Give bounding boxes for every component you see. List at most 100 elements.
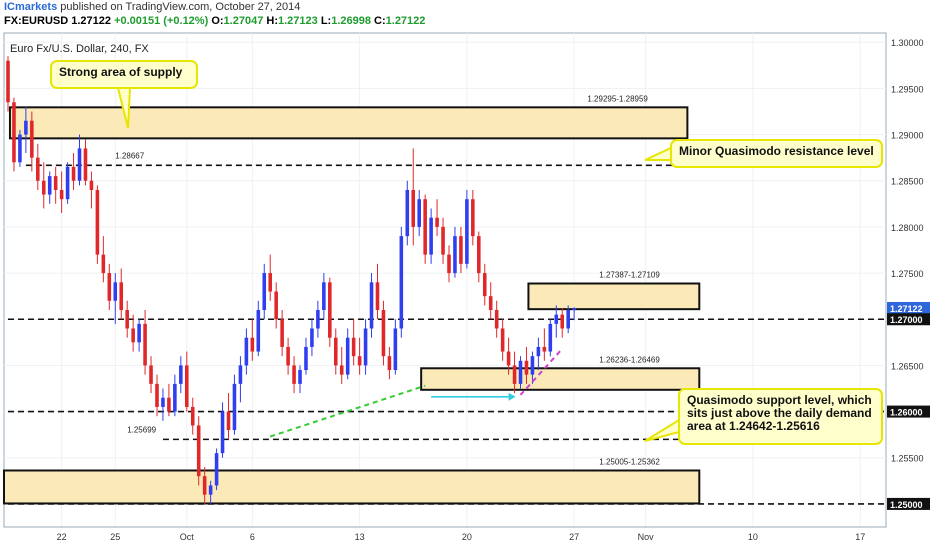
- candle-body[interactable]: [465, 199, 469, 264]
- candle-body[interactable]: [83, 148, 88, 181]
- callout-quasimodo-resistance[interactable]: Minor Quasimodo resistance level: [644, 139, 883, 168]
- candle-body[interactable]: [161, 397, 165, 407]
- candle-body[interactable]: [226, 411, 231, 431]
- candle-body[interactable]: [47, 176, 52, 195]
- candle-body[interactable]: [268, 273, 273, 292]
- candle-body[interactable]: [244, 337, 249, 366]
- candle-body[interactable]: [256, 310, 261, 352]
- candle-body[interactable]: [53, 176, 58, 190]
- candle-body[interactable]: [292, 365, 296, 384]
- candle-body[interactable]: [59, 189, 64, 200]
- candle-body[interactable]: [6, 60, 10, 103]
- candle-body[interactable]: [107, 273, 112, 301]
- candle-body[interactable]: [316, 310, 320, 329]
- candle-body[interactable]: [447, 254, 451, 274]
- candle-body[interactable]: [196, 425, 201, 477]
- candle-body[interactable]: [30, 120, 34, 158]
- candle-body[interactable]: [238, 365, 243, 384]
- candle-body[interactable]: [482, 273, 487, 297]
- candle-body[interactable]: [411, 189, 416, 227]
- candle-body[interactable]: [232, 383, 237, 431]
- candle-body[interactable]: [95, 189, 100, 255]
- candle-body[interactable]: [131, 328, 135, 343]
- candle-body[interactable]: [429, 217, 433, 255]
- candle-body[interactable]: [71, 166, 76, 181]
- candle-body[interactable]: [328, 282, 332, 338]
- candle-body[interactable]: [125, 310, 129, 329]
- candle-body[interactable]: [417, 199, 421, 227]
- candle-body[interactable]: [310, 328, 314, 347]
- candle-body[interactable]: [530, 356, 535, 375]
- candle-body[interactable]: [202, 476, 207, 495]
- candle-body[interactable]: [304, 346, 308, 371]
- candle-body[interactable]: [333, 337, 338, 366]
- candle-body[interactable]: [363, 328, 368, 366]
- candle-body[interactable]: [190, 406, 195, 426]
- candle-body[interactable]: [208, 485, 213, 495]
- zone-box[interactable]: [3, 469, 701, 505]
- candle-body[interactable]: [405, 189, 410, 237]
- candle-body[interactable]: [554, 314, 559, 324]
- brand-logo[interactable]: ICmarkets: [4, 1, 58, 13]
- candle-body[interactable]: [459, 236, 463, 264]
- candle-body[interactable]: [155, 383, 159, 407]
- candle-body[interactable]: [18, 134, 22, 163]
- candle-body[interactable]: [423, 199, 427, 255]
- callout-supply[interactable]: Strong area of supply: [50, 60, 198, 129]
- candle-body[interactable]: [500, 328, 505, 352]
- candle-body[interactable]: [399, 236, 404, 329]
- symbol-label[interactable]: FX:EURUSD: [4, 15, 69, 27]
- candle-body[interactable]: [494, 310, 499, 329]
- candle-body[interactable]: [65, 166, 70, 200]
- candle-body[interactable]: [560, 314, 565, 329]
- candle-body[interactable]: [381, 310, 386, 357]
- candle-body[interactable]: [387, 356, 392, 371]
- candle-body[interactable]: [512, 365, 517, 384]
- candle-body[interactable]: [41, 180, 46, 195]
- candle-body[interactable]: [393, 328, 398, 371]
- candle-body[interactable]: [322, 282, 326, 311]
- candle-body[interactable]: [453, 236, 457, 274]
- candle-body[interactable]: [184, 365, 189, 407]
- candle-body[interactable]: [471, 199, 475, 237]
- candle-body[interactable]: [167, 397, 171, 412]
- zone-box[interactable]: [527, 282, 701, 311]
- candle-body[interactable]: [536, 346, 541, 357]
- candle-body[interactable]: [566, 310, 570, 329]
- candle-body[interactable]: [477, 236, 481, 274]
- candle-body[interactable]: [220, 411, 225, 454]
- candle-body[interactable]: [101, 254, 106, 274]
- candle-body[interactable]: [441, 226, 445, 255]
- candle-body[interactable]: [298, 370, 302, 384]
- candle-body[interactable]: [24, 120, 28, 135]
- candle-body[interactable]: [77, 148, 82, 181]
- candle-body[interactable]: [143, 323, 147, 366]
- candle-body[interactable]: [351, 337, 356, 357]
- candle-body[interactable]: [179, 365, 183, 384]
- candle-body[interactable]: [548, 323, 553, 352]
- candle-body[interactable]: [137, 323, 141, 343]
- candle-body[interactable]: [506, 351, 511, 366]
- candle-body[interactable]: [119, 282, 124, 311]
- candle-body[interactable]: [286, 346, 290, 366]
- candle-body[interactable]: [262, 273, 267, 311]
- candle-body[interactable]: [214, 453, 219, 486]
- candle-body[interactable]: [113, 282, 118, 301]
- candle-body[interactable]: [435, 217, 439, 227]
- candle-body[interactable]: [280, 319, 284, 347]
- candle-body[interactable]: [488, 296, 493, 311]
- candle-body[interactable]: [518, 360, 523, 384]
- candle-body[interactable]: [369, 282, 374, 329]
- candle-body[interactable]: [149, 365, 153, 384]
- candle-body[interactable]: [12, 102, 16, 163]
- candle-body[interactable]: [36, 157, 40, 181]
- candle-body[interactable]: [572, 308, 576, 311]
- candle-body[interactable]: [274, 291, 278, 320]
- candle-body[interactable]: [89, 180, 94, 190]
- candle-body[interactable]: [542, 346, 547, 352]
- candle-body[interactable]: [375, 282, 380, 311]
- candle-body[interactable]: [357, 356, 362, 366]
- candle-body[interactable]: [339, 365, 344, 375]
